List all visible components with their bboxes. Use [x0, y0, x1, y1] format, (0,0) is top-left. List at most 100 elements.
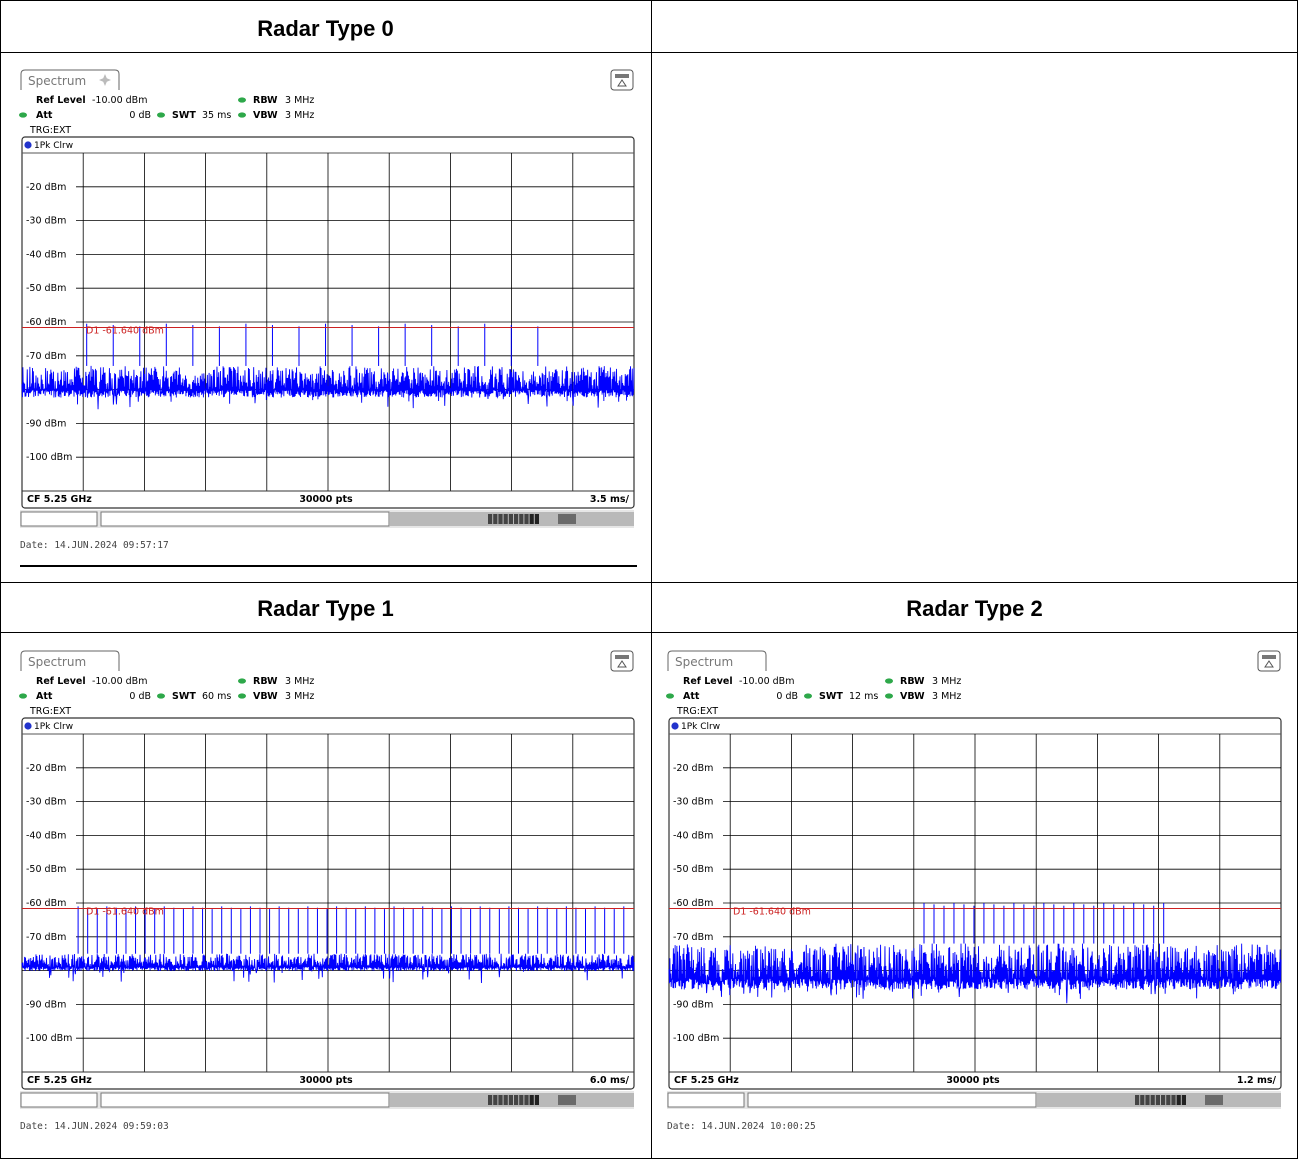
progress-segment — [493, 1095, 498, 1105]
noise-trace — [668, 943, 1282, 1004]
progress-segment — [503, 514, 508, 524]
rbw-indicator — [238, 97, 246, 103]
cell-title-radar-type-0: Radar Type 0 — [257, 16, 394, 41]
att-indicator — [666, 693, 674, 699]
rbw-label: RBW — [253, 676, 278, 687]
status-bar — [667, 1091, 1281, 1109]
vbw-indicator — [885, 693, 893, 699]
y-tick-label: -60 dBm — [673, 898, 713, 909]
spectrum-screenshot-1: Spectrum Ref Level -10.00 dBm RBW 3 MHz Att 0 … — [18, 647, 638, 1147]
progress-segment — [508, 514, 513, 524]
status-field-left — [20, 511, 98, 527]
rbw-label: RBW — [253, 95, 278, 106]
radar-pulses — [77, 906, 625, 954]
progress-segment — [1166, 1095, 1171, 1105]
progress-segment — [498, 514, 503, 524]
status-field-message — [100, 1092, 390, 1108]
y-tick-label: -90 dBm — [26, 999, 66, 1010]
swt-indicator — [157, 112, 165, 118]
grid — [22, 153, 634, 491]
att-indicator — [19, 693, 27, 699]
progress-segment — [514, 514, 519, 524]
status-bar — [20, 510, 634, 528]
progress-segment — [1176, 1095, 1181, 1105]
y-tick-label: -40 dBm — [26, 249, 66, 260]
progress-segment — [1171, 1095, 1176, 1105]
center-frequency-label: CF 5.25 GHz — [27, 1075, 92, 1086]
progress-segment — [534, 514, 539, 524]
vbw-indicator — [238, 693, 246, 699]
vbw-label: VBW — [253, 691, 278, 702]
progress-segment — [534, 1095, 539, 1105]
spectrum-tab-label: Spectrum — [675, 655, 733, 669]
rbw-indicator — [885, 678, 893, 684]
radar-pulses — [923, 903, 1165, 944]
table-border-left — [0, 0, 1, 1159]
y-tick-label: -100 dBm — [26, 1033, 72, 1044]
y-tick-label: -40 dBm — [673, 830, 713, 841]
progress-segment — [524, 1095, 529, 1105]
att-label: Att — [683, 691, 700, 702]
y-tick-label: -40 dBm — [26, 830, 66, 841]
ref-level-label: Ref Level — [36, 676, 86, 687]
mode-icon — [610, 650, 634, 672]
swt-label: SWT — [819, 691, 843, 702]
grid — [22, 734, 634, 1072]
date-stamp: Date: 14.JUN.2024 09:57:17 — [20, 540, 169, 551]
y-tick-label: -100 dBm — [26, 452, 72, 463]
rbw-value: 3 MHz — [932, 676, 961, 687]
radar-pulses — [86, 323, 539, 366]
spectrum-display: Spectrum Ref Level -10.00 dBm RBW 3 MHz Att 0 … — [19, 69, 635, 551]
center-frequency-label: CF 5.25 GHz — [674, 1075, 739, 1086]
y-tick-label: -50 dBm — [26, 864, 66, 875]
y-tick-label: -70 dBm — [673, 932, 713, 943]
table-border-row3 — [0, 632, 1298, 633]
mode-icon — [610, 69, 634, 91]
trace-label: 1Pk Clrw — [34, 722, 73, 732]
ref-level-label: Ref Level — [683, 676, 733, 687]
points-label: 30000 pts — [299, 1075, 353, 1086]
status-icon — [1205, 1095, 1223, 1105]
status-icon — [558, 514, 576, 524]
threshold-label: D1 -61.640 dBm — [86, 907, 164, 918]
mode-icon-triangle — [617, 660, 627, 668]
mode-icon-bar — [1262, 655, 1276, 659]
trace-label: 1Pk Clrw — [34, 141, 73, 151]
screenshot-underline-0 — [20, 565, 637, 567]
att-value: 0 dB — [129, 110, 151, 121]
spectrum-screenshot-0: Spectrum Ref Level -10.00 dBm RBW 3 MHz Att 0 … — [18, 66, 638, 566]
date-stamp: Date: 14.JUN.2024 10:00:25 — [667, 1121, 816, 1132]
swt-value: 12 ms — [849, 691, 878, 702]
att-value: 0 dB — [129, 691, 151, 702]
progress-segment — [519, 514, 524, 524]
date-stamp: Date: 14.JUN.2024 09:59:03 — [20, 1121, 169, 1132]
swt-indicator — [804, 693, 812, 699]
progress-segment — [498, 1095, 503, 1105]
y-tick-label: -30 dBm — [26, 797, 66, 808]
spectrum-tab-label: Spectrum — [28, 74, 86, 88]
progress-segment — [1135, 1095, 1140, 1105]
spectrum-display: Spectrum Ref Level -10.00 dBm RBW 3 MHz Att 0 … — [666, 650, 1282, 1132]
y-tick-label: -60 dBm — [26, 898, 66, 909]
y-tick-label: -90 dBm — [673, 999, 713, 1010]
vbw-label: VBW — [253, 110, 278, 121]
sweep-div-label: 3.5 ms/ — [590, 494, 630, 505]
cell-title-radar-type-2: Radar Type 2 — [906, 596, 1043, 621]
mode-icon-triangle — [617, 79, 627, 87]
sweep-div-label: 6.0 ms/ — [590, 1075, 630, 1086]
swt-indicator — [157, 693, 165, 699]
progress-segment — [503, 1095, 508, 1105]
cell-title-radar-type-1: Radar Type 1 — [257, 596, 394, 621]
vbw-label: VBW — [900, 691, 925, 702]
noise-trace — [21, 365, 635, 410]
grid — [669, 734, 1281, 1072]
status-bar — [20, 1091, 634, 1109]
progress-segment — [529, 514, 534, 524]
trigger-label: TRG:EXT — [676, 706, 718, 717]
swt-label: SWT — [172, 110, 196, 121]
vbw-value: 3 MHz — [285, 691, 314, 702]
vbw-indicator — [238, 112, 246, 118]
y-tick-label: -50 dBm — [673, 864, 713, 875]
swt-value: 60 ms — [202, 691, 231, 702]
ref-level-value: -10.00 dBm — [92, 676, 147, 687]
